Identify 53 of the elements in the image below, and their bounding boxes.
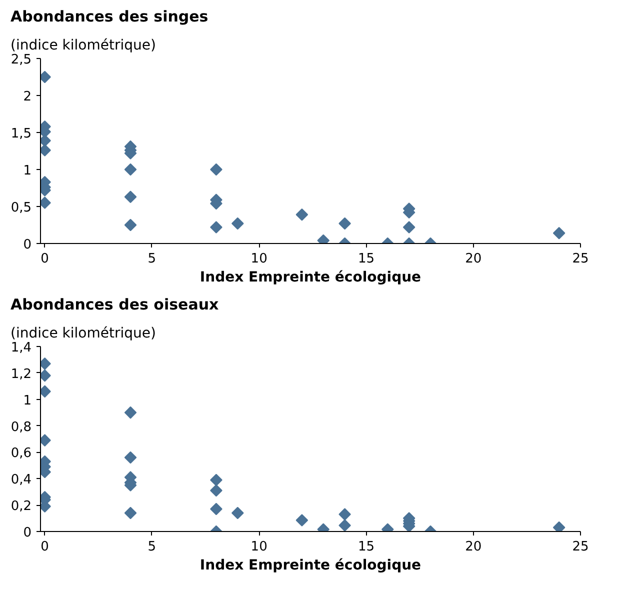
y-tick-label: 1,5 (10, 126, 32, 142)
x-tick-label: 10 (250, 252, 268, 266)
point (402, 221, 416, 234)
y-tick-label: 1,2 (10, 366, 32, 382)
x-tick-label: 15 (358, 540, 374, 554)
point (296, 208, 308, 221)
point (124, 451, 137, 464)
y-tick-label: 0 (23, 238, 32, 252)
y-tick-label: 0,4 (10, 472, 32, 488)
chart-title: Abondances des singes (10, 8, 208, 26)
y-tick-label: 2,5 (10, 52, 32, 68)
y-tick-label: 1,4 (10, 340, 32, 356)
point (210, 221, 222, 234)
x-tick-label: 5 (148, 540, 156, 554)
y-tick-label: 0,8 (10, 420, 32, 435)
point (552, 521, 566, 532)
point (552, 226, 566, 240)
y-tick-label: 0,2 (10, 499, 32, 514)
y-tick-label: 1 (23, 164, 32, 178)
y-tick-label: 0,5 (10, 200, 32, 216)
x-tick-label: 20 (465, 252, 482, 266)
point (231, 506, 244, 520)
point (124, 506, 137, 520)
point (124, 406, 137, 419)
y-tick-label: 2 (23, 90, 32, 104)
x-tick-label: 0 (40, 540, 49, 554)
x-axis-title: Index Empreinte écologique (200, 558, 422, 574)
point (210, 502, 222, 516)
x-axis-title: Index Empreinte écologique (200, 270, 422, 286)
chart-subtitle: (indice kilométrique) (10, 38, 156, 54)
chart-title: Abondances des oiseaux (10, 296, 219, 314)
chart-subtitle: (indice kilométrique) (10, 326, 156, 342)
point (210, 474, 222, 486)
x-tick-label: 15 (358, 252, 374, 266)
point (338, 519, 351, 532)
x-tick-label: 25 (572, 540, 589, 554)
y-tick-label: 1 (23, 393, 32, 408)
point (124, 218, 137, 232)
x-tick-label: 5 (148, 252, 156, 266)
point (338, 217, 351, 230)
y-tick-label: 0,6 (10, 446, 32, 462)
point (210, 484, 222, 497)
point (124, 163, 137, 176)
point (231, 217, 244, 230)
point (296, 514, 308, 526)
x-tick-label: 25 (572, 252, 589, 266)
point (338, 508, 351, 520)
x-tick-label: 20 (465, 540, 482, 554)
point (124, 190, 137, 204)
y-tick-label: 0 (23, 526, 32, 540)
x-tick-label: 10 (250, 540, 268, 554)
point (210, 163, 222, 176)
x-tick-label: 0 (40, 252, 49, 266)
